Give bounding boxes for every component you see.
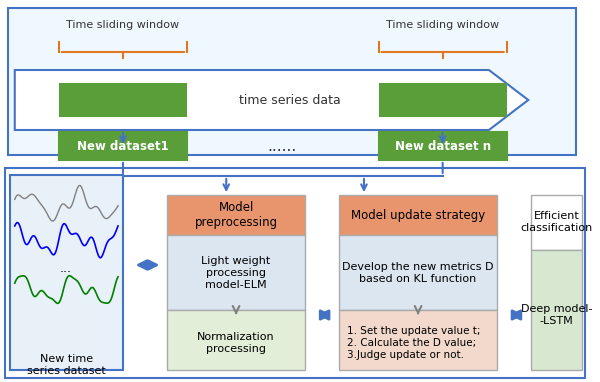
FancyBboxPatch shape: [379, 83, 506, 117]
Text: ......: ......: [268, 139, 297, 154]
FancyBboxPatch shape: [340, 310, 497, 370]
FancyBboxPatch shape: [59, 132, 187, 160]
Text: New dataset1: New dataset1: [77, 139, 169, 152]
Text: Normalization
processing: Normalization processing: [197, 332, 275, 354]
Text: Time sliding window: Time sliding window: [386, 20, 499, 30]
Text: Light weight
processing
model-ELM: Light weight processing model-ELM: [202, 256, 271, 290]
Text: time series data: time series data: [239, 94, 341, 107]
Text: Develop the new metrics D
based on KL function: Develop the new metrics D based on KL fu…: [343, 262, 494, 284]
Text: Model update strategy: Model update strategy: [351, 209, 485, 222]
FancyBboxPatch shape: [340, 195, 497, 235]
Text: New time
series dataset: New time series dataset: [27, 354, 106, 376]
FancyBboxPatch shape: [59, 83, 187, 117]
FancyBboxPatch shape: [531, 250, 583, 370]
FancyArrow shape: [15, 70, 528, 130]
Text: Deep model-
-LSTM: Deep model- -LSTM: [521, 304, 593, 326]
Text: New dataset n: New dataset n: [395, 139, 491, 152]
Text: Time sliding window: Time sliding window: [67, 20, 179, 30]
Text: Model
preprocessing: Model preprocessing: [194, 201, 278, 229]
Text: 1. Set the update value t;
2. Calculate the D value;
3.Judge update or not.: 1. Set the update value t; 2. Calculate …: [347, 326, 481, 359]
FancyBboxPatch shape: [5, 168, 586, 378]
FancyBboxPatch shape: [167, 195, 305, 235]
FancyBboxPatch shape: [8, 8, 577, 155]
FancyBboxPatch shape: [167, 310, 305, 370]
FancyBboxPatch shape: [10, 175, 123, 370]
Text: Efficient
classification: Efficient classification: [521, 211, 593, 233]
FancyBboxPatch shape: [340, 235, 497, 310]
FancyBboxPatch shape: [167, 235, 305, 310]
FancyBboxPatch shape: [379, 132, 506, 160]
Text: ...: ...: [60, 262, 72, 275]
FancyBboxPatch shape: [531, 195, 583, 250]
